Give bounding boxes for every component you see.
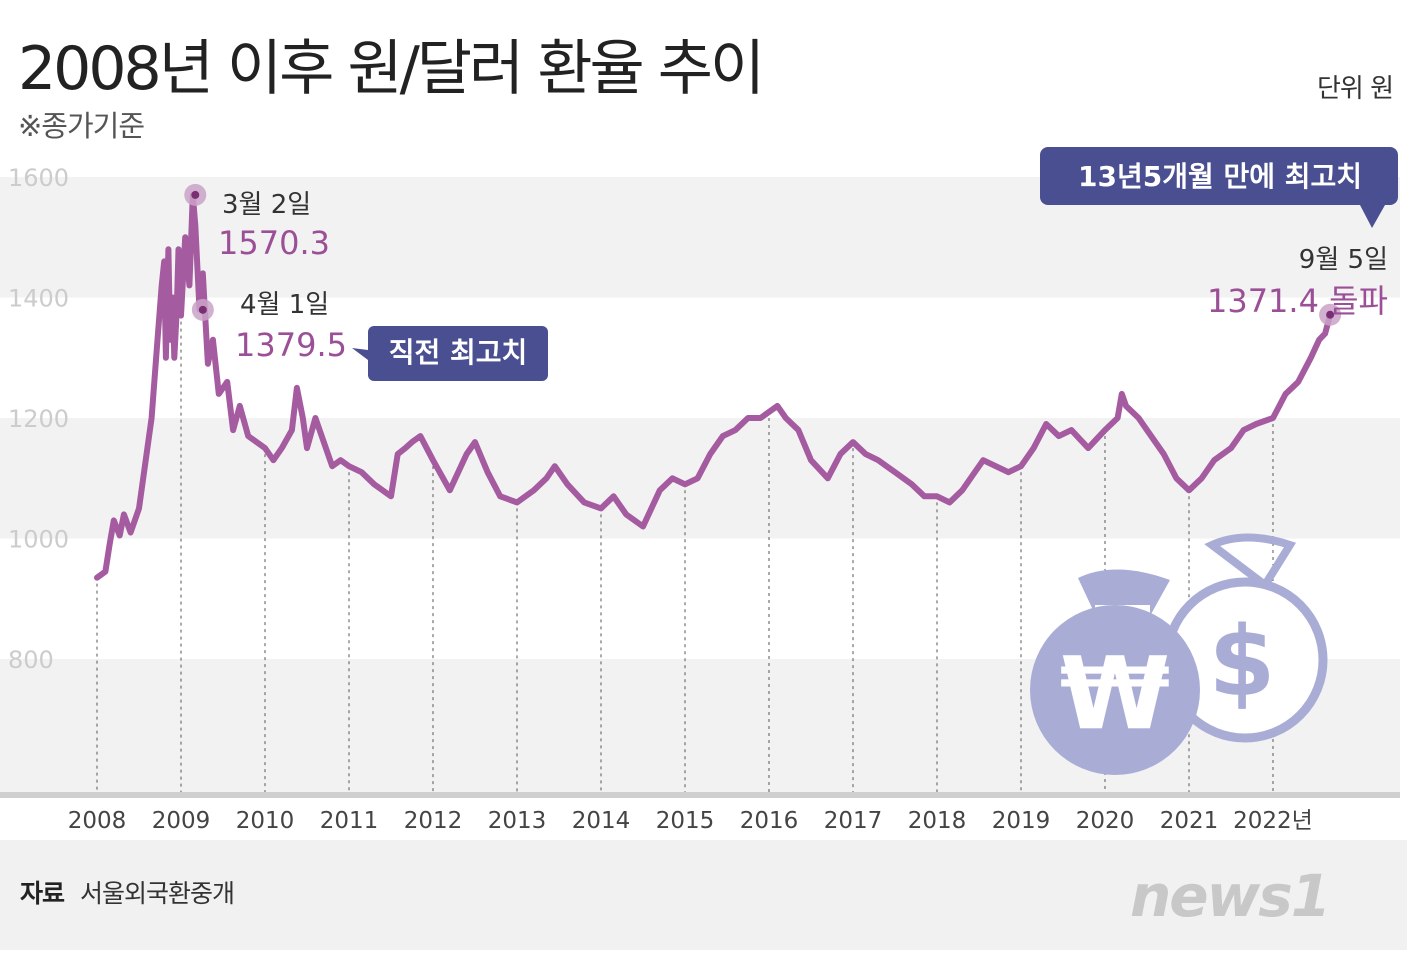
news1-logo: news1 <box>1130 862 1331 930</box>
x-tick-label: 2012 <box>404 808 463 834</box>
x-tick-label: 2008 <box>68 808 127 834</box>
x-tick-label: 2013 <box>488 808 547 834</box>
annotation-dot-1 <box>198 305 207 314</box>
page-title: 2008년 이후 원/달러 환율 추이 <box>18 34 765 104</box>
dollar-money-bag-icon: $ <box>1162 533 1328 743</box>
x-tick-label: 2020 <box>1076 808 1135 834</box>
y-tick-label: 1400 <box>8 285 69 313</box>
x-tick-label: 2021 <box>1160 808 1219 834</box>
unit-label: 단위 원 <box>1316 74 1394 104</box>
latest-date-label: 9월 5일 <box>1299 245 1388 275</box>
y-tick-label: 1600 <box>8 164 69 192</box>
prev-value-label: 1379.5 <box>235 326 347 364</box>
x-tick-label: 2014 <box>572 808 631 834</box>
x-tick-label: 2010 <box>236 808 295 834</box>
peak-date-label: 3월 2일 <box>222 190 311 220</box>
latest-badge-box <box>1040 147 1398 205</box>
x-tick-label: 2016 <box>740 808 799 834</box>
x-tick-label: 2018 <box>908 808 967 834</box>
annotation-dot-2 <box>1326 310 1335 319</box>
y-tick-label: 1000 <box>8 526 69 554</box>
prev-date-label: 4월 1일 <box>240 290 329 320</box>
exchange-rate-line <box>94 192 1334 581</box>
prev-badge-box <box>368 326 548 381</box>
source-value: 서울외국환중개 <box>80 879 235 908</box>
y-tick-label: 800 <box>8 646 54 674</box>
svg-text:$: $ <box>1209 606 1276 718</box>
won-money-bag-icon: ₩ <box>1030 569 1200 775</box>
x-tick-label: 2015 <box>656 808 715 834</box>
x-tick-label: 2009 <box>152 808 211 834</box>
latest-badge: 13년5개월 만에 최고치 <box>1078 160 1362 193</box>
source-label: 자료 <box>20 879 65 908</box>
subtitle: ※종가기준 <box>18 109 145 143</box>
x-tick-label: 2017 <box>824 808 883 834</box>
x-tick-label: 2019 <box>992 808 1051 834</box>
latest-value-label: 1371.4 돌파 <box>1207 282 1388 320</box>
annotation-markers <box>184 183 1342 326</box>
x-tick-label: 2022년 <box>1233 808 1313 834</box>
footer <box>0 840 1407 950</box>
money-bags-illustration: $ ₩ <box>1030 533 1328 775</box>
svg-text:₩: ₩ <box>1060 635 1170 752</box>
x-tick-label: 2011 <box>320 808 379 834</box>
x-axis-ticks: 2008 2009 2010 2011 2012 2013 2014 2015 2016 2017… <box>68 808 1313 834</box>
annotation-dot-0 <box>191 190 200 199</box>
peak-value-label: 1570.3 <box>218 224 330 262</box>
exchange-rate-chart: 1600 1400 1200 1000 800 2008 2009 2010 2011 2012… <box>0 147 1400 834</box>
y-axis-ticks: 1600 1400 1200 1000 800 <box>8 164 69 674</box>
y-tick-label: 1200 <box>8 405 69 433</box>
prev-badge: 직전 최고치 <box>389 336 528 369</box>
